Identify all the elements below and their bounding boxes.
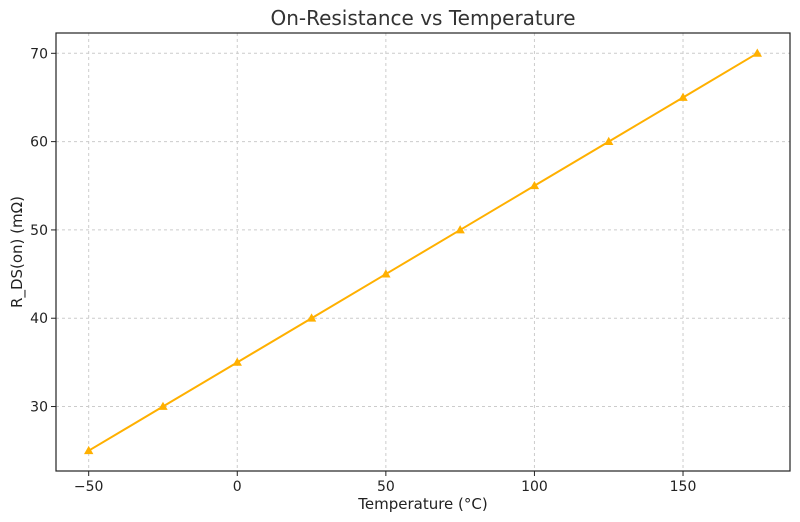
y-tick-label: 50 [30,223,48,239]
y-axis-ticks: 30 40 50 60 70 [30,46,56,416]
x-tick-label: 150 [670,479,697,495]
data-point-marker [306,313,317,322]
x-axis-ticks: −50 0 50 100 150 [74,471,696,495]
y-tick-label: 40 [30,311,48,327]
data-point-marker [752,48,763,57]
data-point-marker [158,401,168,410]
x-axis-label: Temperature (°C) [357,495,487,513]
data-point-marker [604,136,614,146]
series-layer [83,48,763,455]
data-point-marker [678,92,688,101]
series-line [88,52,758,452]
data-point-marker [83,445,94,455]
grid-lines [56,33,790,471]
data-point-marker [232,357,242,366]
y-tick-label: 30 [30,400,48,416]
chart-title: On-Resistance vs Temperature [270,6,575,30]
y-tick-label: 60 [30,135,48,151]
x-tick-label: 0 [233,479,242,495]
data-point-marker [529,180,540,190]
data-point-marker [381,269,391,278]
x-tick-label: 50 [377,479,395,495]
y-tick-label: 70 [30,46,48,62]
data-point-marker [455,225,465,234]
plot-frame [55,32,791,472]
x-tick-label: 100 [521,479,548,495]
x-tick-label: −50 [74,479,104,495]
y-axis-label: R_DS(on) (mΩ) [8,196,27,308]
